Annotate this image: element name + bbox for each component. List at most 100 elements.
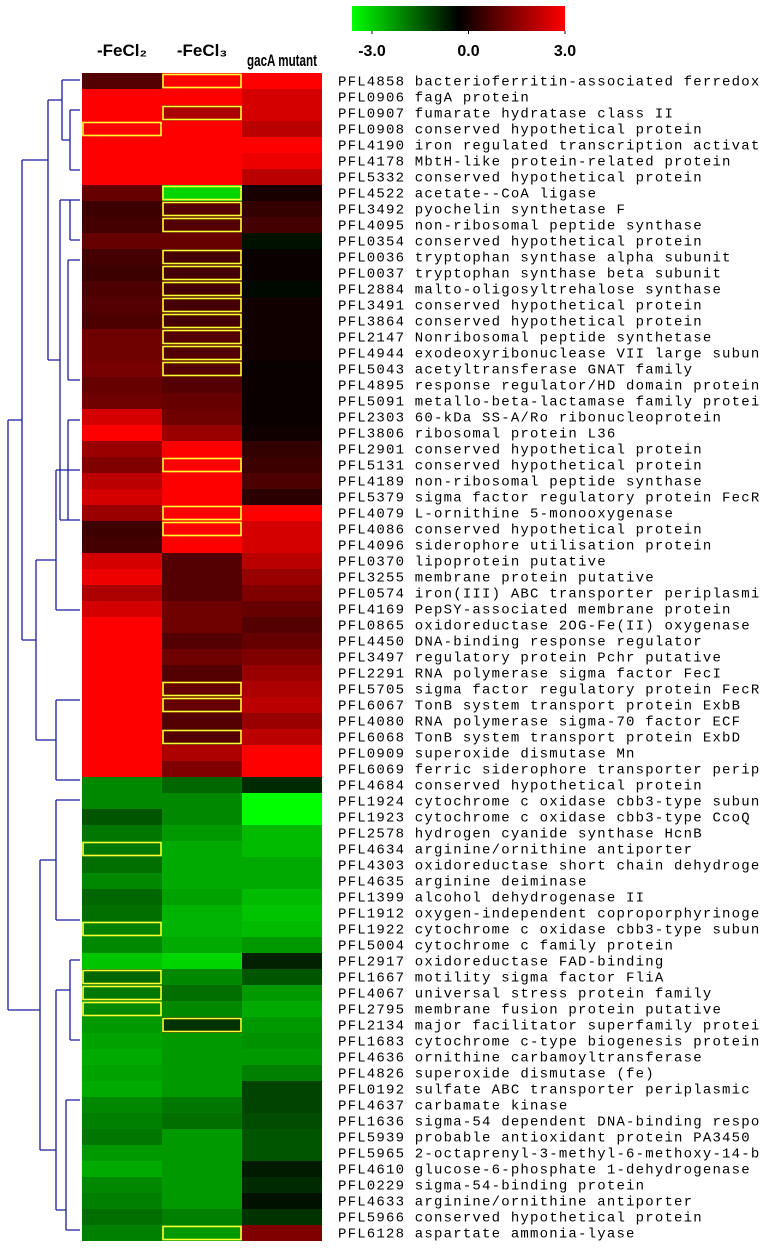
dendrogram bbox=[7, 79, 80, 1231]
heatmap-cell bbox=[82, 857, 162, 873]
heatmap-cell bbox=[82, 1001, 162, 1017]
heatmap-cell bbox=[162, 297, 242, 313]
heatmap-cell bbox=[82, 985, 162, 1001]
heatmap-cell bbox=[242, 665, 322, 681]
heatmap-cell bbox=[162, 409, 242, 425]
heatmap-cell bbox=[162, 1033, 242, 1049]
heatmap-cell bbox=[162, 265, 242, 281]
heatmap-cell bbox=[242, 889, 322, 905]
row-label: PFL4944 exodeoxyribonuclease VII large s… bbox=[338, 347, 760, 363]
heatmap-cell bbox=[162, 665, 242, 681]
row-label: PFL0370 lipoprotein putative bbox=[338, 555, 607, 571]
heatmap-cell bbox=[242, 297, 322, 313]
heatmap-cell bbox=[242, 137, 322, 153]
heatmap-cell bbox=[242, 489, 322, 505]
heatmap-cell bbox=[162, 1145, 242, 1161]
heatmap-cell bbox=[242, 185, 322, 201]
highlight-box bbox=[82, 985, 162, 1001]
heatmap-cell bbox=[242, 473, 322, 489]
row-label: PFL0908 conserved hypothetical protein bbox=[338, 123, 703, 139]
heatmap-cell bbox=[242, 857, 322, 873]
heatmap-cell bbox=[162, 345, 242, 361]
row-label: PFL0192 sulfate ABC transporter periplas… bbox=[338, 1083, 751, 1099]
heatmap-cell bbox=[82, 777, 162, 793]
highlight-box bbox=[162, 329, 242, 345]
row-label: PFL4633 arginine/ornithine antiporter bbox=[338, 1195, 693, 1211]
heatmap-cell bbox=[242, 441, 322, 457]
heatmap-cell bbox=[162, 889, 242, 905]
heatmap-cell bbox=[82, 841, 162, 857]
row-label: PFL2578 hydrogen cyanide synthase HcnB bbox=[338, 827, 703, 843]
heatmap-cell bbox=[82, 393, 162, 409]
row-label: PFL2884 malto-oligosyltrehalose synthase bbox=[338, 283, 722, 299]
heatmap-cell bbox=[242, 1145, 322, 1161]
heatmap-cell bbox=[242, 89, 322, 105]
highlight-box bbox=[82, 1001, 162, 1017]
highlight-box bbox=[162, 521, 242, 537]
highlight-box bbox=[162, 681, 242, 697]
heatmap-cell bbox=[242, 153, 322, 169]
heatmap-cell bbox=[82, 649, 162, 665]
heatmap-cell bbox=[162, 393, 242, 409]
heatmap-cell bbox=[162, 1049, 242, 1065]
heatmap-cell bbox=[162, 217, 242, 233]
heatmap-cell bbox=[242, 777, 322, 793]
heatmap-cell bbox=[242, 825, 322, 841]
heatmap-cell bbox=[162, 489, 242, 505]
heatmap-cell bbox=[82, 921, 162, 937]
row-label: PFL1667 motility sigma factor FliA bbox=[338, 971, 664, 987]
heatmap-cell bbox=[162, 1081, 242, 1097]
heatmap-cell bbox=[242, 345, 322, 361]
row-label: PFL6068 TonB system transport protein Ex… bbox=[338, 731, 741, 747]
heatmap-cell bbox=[82, 697, 162, 713]
heatmap-cell bbox=[82, 601, 162, 617]
heatmap-cell bbox=[82, 425, 162, 441]
heatmap-cell bbox=[242, 1113, 322, 1129]
heatmap-cell bbox=[162, 1177, 242, 1193]
heatmap-cell bbox=[82, 633, 162, 649]
heatmap-cell bbox=[162, 1161, 242, 1177]
row-label: PFL5332 conserved hypothetical protein bbox=[338, 171, 703, 187]
heatmap-cell bbox=[82, 1177, 162, 1193]
row-label: PFL1924 cytochrome c oxidase cbb3-type s… bbox=[338, 795, 760, 811]
heatmap-cell bbox=[162, 905, 242, 921]
heatmap-cell bbox=[82, 345, 162, 361]
heatmap-cell bbox=[242, 1033, 322, 1049]
heatmap-cell bbox=[162, 825, 242, 841]
row-label: PFL4522 acetate--CoA ligase bbox=[338, 187, 597, 203]
heatmap-cell bbox=[242, 377, 322, 393]
heatmap-cell bbox=[162, 185, 242, 201]
heatmap-cell bbox=[82, 585, 162, 601]
highlight-box bbox=[162, 265, 242, 281]
row-label: PFL5004 cytochrome c family protein bbox=[338, 939, 674, 955]
row-label: PFL0036 tryptophan synthase alpha subuni… bbox=[338, 251, 732, 267]
heatmap-cell bbox=[162, 1193, 242, 1209]
heatmap-cell bbox=[242, 729, 322, 745]
heatmap-cell bbox=[242, 585, 322, 601]
highlight-box bbox=[162, 361, 242, 377]
heatmap-cell bbox=[82, 105, 162, 121]
row-label: PFL1683 cytochrome c-type biogenesis pro… bbox=[338, 1035, 760, 1051]
heatmap-cell bbox=[82, 1081, 162, 1097]
row-label: PFL5091 metallo-beta-lactamase family pr… bbox=[338, 395, 760, 411]
heatmap-cell bbox=[162, 249, 242, 265]
heatmap-cell bbox=[82, 1033, 162, 1049]
heatmap-cell bbox=[82, 681, 162, 697]
heatmap-cell bbox=[82, 1209, 162, 1225]
heatmap-cell bbox=[82, 713, 162, 729]
heatmap-cell bbox=[82, 809, 162, 825]
highlight-box bbox=[162, 73, 242, 89]
heatmap-cell bbox=[162, 873, 242, 889]
row-label: PFL6128 aspartate ammonia-lyase bbox=[338, 1227, 636, 1243]
heatmap-cell bbox=[82, 617, 162, 633]
heatmap-cells bbox=[82, 73, 322, 1241]
heatmap-cell bbox=[162, 1225, 242, 1241]
row-label: PFL4858 bacterioferritin-associated ferr… bbox=[338, 75, 760, 91]
heatmap-cell bbox=[242, 1225, 322, 1241]
heatmap-cell bbox=[162, 713, 242, 729]
row-label: PFL4895 response regulator/HD domain pro… bbox=[338, 379, 760, 395]
highlight-box bbox=[162, 281, 242, 297]
heatmap-cell bbox=[162, 617, 242, 633]
heatmap-cell bbox=[242, 169, 322, 185]
heatmap-cell bbox=[82, 265, 162, 281]
